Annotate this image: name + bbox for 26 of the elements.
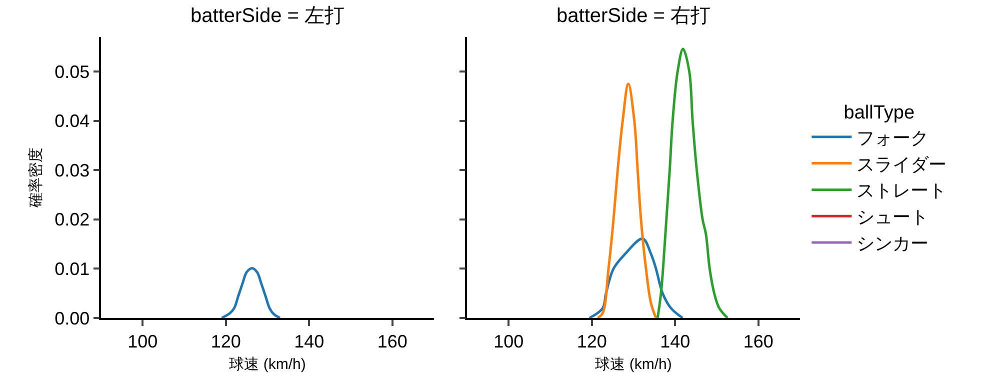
chart-title: batterSide = 右打 [556, 5, 710, 27]
legend-label: シンカー [856, 234, 929, 254]
x-tick-label: 120 [210, 331, 241, 352]
legend-title: ballType [844, 102, 915, 124]
x-tick-label: 120 [576, 331, 607, 352]
x-tick-label: 160 [743, 331, 774, 352]
y-tick-label: 0.00 [54, 308, 90, 328]
legend-label: シュート [856, 207, 929, 228]
y-tick-label: 0.03 [54, 160, 90, 180]
x-axis-title: 球速 (km/h) [229, 356, 306, 373]
x-tick-label: 100 [494, 331, 524, 352]
legend-label: ストレート [856, 180, 947, 201]
y-tick-label: 0.01 [54, 259, 90, 279]
x-tick-label: 160 [377, 331, 408, 352]
x-tick-label: 100 [128, 331, 158, 352]
y-tick-label: 0.05 [54, 62, 90, 82]
y-tick-label: 0.02 [54, 210, 90, 230]
y-axis-title: 確率密度 [27, 148, 44, 208]
chart-title: batterSide = 左打 [190, 5, 344, 27]
line-series [220, 266, 282, 318]
legend-label: フォーク [856, 128, 929, 148]
x-tick-label: 140 [294, 331, 324, 352]
y-tick-label: 0.04 [54, 111, 90, 132]
x-axis-title: 球速 (km/h) [595, 356, 672, 373]
x-tick-label: 140 [660, 331, 690, 352]
legend-label: スライダー [856, 154, 947, 174]
